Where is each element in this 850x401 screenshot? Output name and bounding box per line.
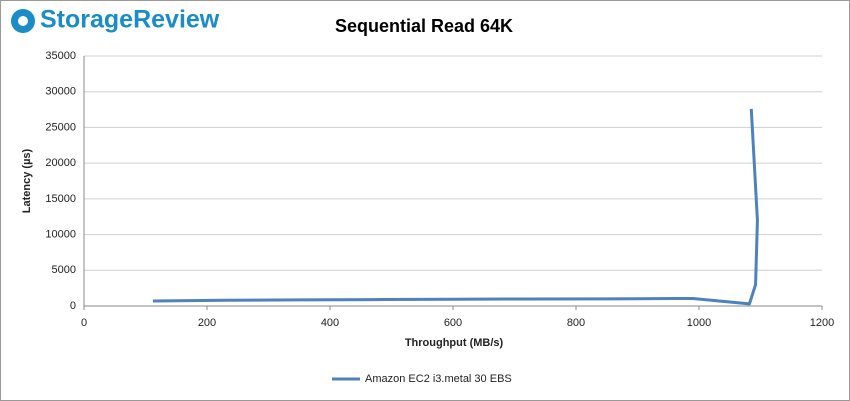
- y-tick-label: 0: [70, 300, 76, 312]
- y-tick-label: 15000: [45, 193, 76, 205]
- y-tick-label: 20000: [45, 157, 76, 169]
- x-tick-label: 1000: [687, 317, 711, 329]
- y-tick-label: 25000: [45, 121, 76, 133]
- x-tick-label: 200: [198, 317, 216, 329]
- x-tick-label: 800: [567, 317, 585, 329]
- data-line: [152, 108, 759, 306]
- logo-icon-inner: [18, 16, 28, 26]
- x-tick-label: 0: [81, 317, 87, 329]
- y-tick-label: 30000: [45, 86, 76, 98]
- x-tick-label: 1200: [810, 317, 834, 329]
- y-tick-label: 10000: [45, 228, 76, 240]
- y-tick-label: 5000: [52, 264, 76, 276]
- legend-label: Amazon EC2 i3.metal 30 EBS: [365, 373, 512, 385]
- y-axis-label: Latency (µs): [21, 148, 33, 213]
- x-axis-label: Throughput (MB/s): [405, 337, 504, 349]
- chart-title: Sequential Read 64K: [335, 16, 513, 36]
- x-tick-label: 600: [444, 317, 462, 329]
- x-tick-label: 400: [321, 317, 339, 329]
- y-tick-label: 35000: [45, 50, 76, 62]
- logo-text: StorageReview: [40, 6, 220, 34]
- logo: StorageReview: [11, 6, 220, 34]
